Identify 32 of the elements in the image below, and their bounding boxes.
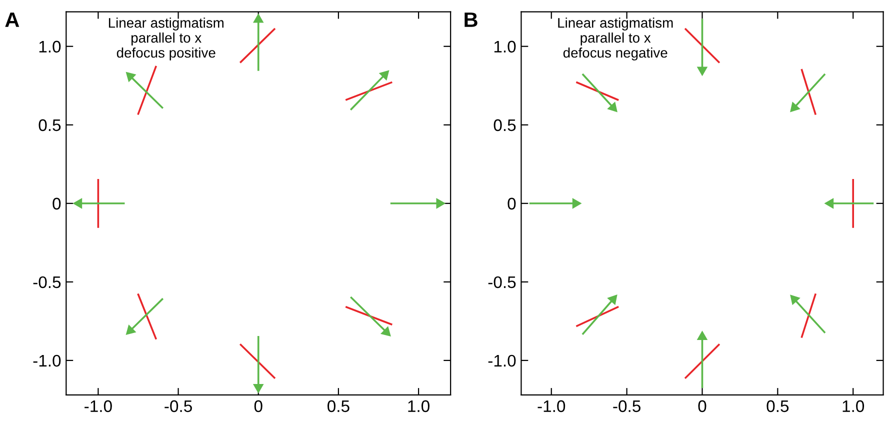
x-tick-label: -0.5 [613,400,640,412]
x-tick-label: 0.5 [328,400,350,412]
y-tick-label: 0.5 [38,119,61,132]
y-tick-label: 0 [508,198,516,210]
point [790,102,800,112]
y-tick-label: 1.0 [39,40,61,53]
chart-title: A [5,12,20,27]
y-tick-label: -1.0 [488,354,516,367]
x-tick-label: 0.5 [766,400,789,412]
y-tick-label: -0.5 [33,276,61,288]
x-tick-label: 0 [698,400,706,412]
x-tick-label: 1.0 [408,400,430,412]
point [608,294,618,304]
point [126,72,136,82]
annotation: Linear astigmatism parallel to x defocus positive [108,18,224,60]
x-tick-label: -0.5 [164,400,192,412]
annotation: Linear astigmatism parallel to x defocus negative [558,18,673,60]
y-tick-label: 1.0 [494,40,516,53]
point [790,294,800,305]
x-tick-label: -1.0 [538,400,566,412]
point [608,102,618,112]
y-tick-label: 0.5 [494,119,516,132]
point [381,326,391,336]
x-tick-label: 0 [254,400,262,412]
chart-title: B [464,12,478,27]
point [379,70,389,80]
y-tick-label: -0.5 [488,276,516,288]
point [126,325,136,335]
x-tick-label: -1.0 [84,400,112,412]
y-tick-label: -1.0 [33,354,61,367]
y-tick-label: 0 [52,198,61,210]
x-tick-label: 1.0 [842,400,864,412]
